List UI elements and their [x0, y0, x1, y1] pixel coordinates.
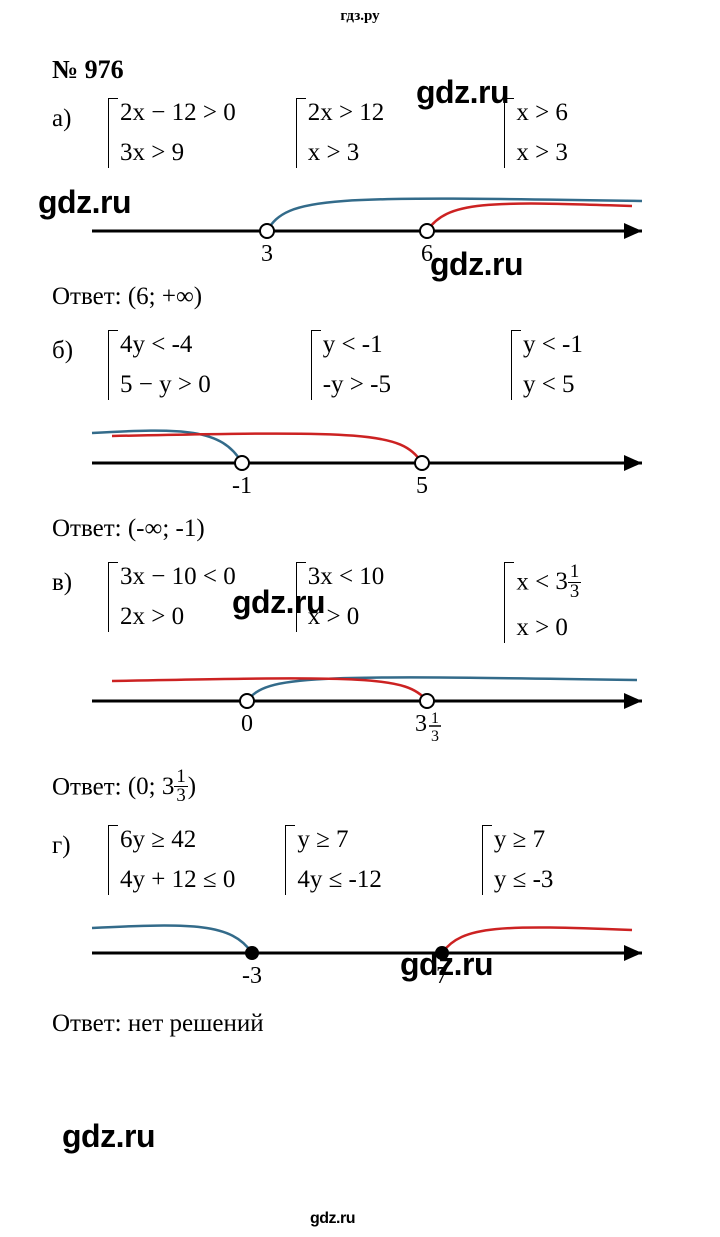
answer-value: (0; 313) — [128, 773, 196, 800]
eq: x > 3 — [308, 139, 385, 167]
watermark: gdz.ru — [62, 1118, 155, 1155]
system-c-2: 3x < 10 x > 0 — [296, 559, 385, 635]
part-letter: б) — [52, 327, 108, 365]
system-a-1: 2x − 12 > 0 3x > 9 — [108, 95, 236, 171]
eq: 4y < -4 — [120, 331, 211, 359]
eq: x < 313 — [516, 563, 581, 602]
system-d-2: y ≥ 7 4y ≤ -12 — [285, 822, 382, 898]
svg-text:7: 7 — [436, 963, 448, 989]
eq: 5 − y > 0 — [120, 371, 211, 399]
eq: 4y ≤ -12 — [297, 866, 382, 894]
eq: -y > -5 — [323, 371, 391, 399]
answer-value: (6; +∞) — [128, 283, 202, 310]
numberline-svg: 36 — [52, 171, 668, 271]
eq: x > 6 — [516, 99, 568, 127]
numberline-svg: 0 313 — [52, 646, 668, 756]
site-header: гдз.ру — [0, 0, 720, 25]
numberline-c: 0 313 — [52, 646, 668, 756]
eq: y < -1 — [323, 331, 391, 359]
part-b: б) 4y < -4 5 − y > 0 y < -1 -y > -5 y < … — [0, 327, 720, 543]
system-c-1: 3x − 10 < 0 2x > 0 — [108, 559, 236, 635]
answer-label: Ответ: — [52, 515, 128, 542]
svg-text:1: 1 — [431, 710, 439, 727]
svg-text:5: 5 — [416, 473, 428, 499]
part-letter: г) — [52, 822, 108, 860]
eq: 2x > 12 — [308, 99, 385, 127]
part-letter: а) — [52, 95, 108, 133]
svg-text:3: 3 — [415, 711, 427, 737]
system-d-1: 6y ≥ 42 4y + 12 ≤ 0 — [108, 822, 235, 898]
eq: x > 0 — [516, 614, 581, 642]
numberline-svg: -3 7 — [52, 898, 668, 998]
answer-value: нет решений — [128, 1010, 264, 1037]
eq: y ≥ 7 — [297, 826, 382, 854]
svg-text:-3: -3 — [242, 963, 262, 989]
svg-text:0: 0 — [241, 711, 253, 737]
numberline-a: 36 — [52, 171, 668, 271]
part-letter: в) — [52, 559, 108, 597]
svg-text:6: 6 — [421, 241, 433, 267]
eq: 4y + 12 ≤ 0 — [120, 866, 235, 894]
eq: y ≤ -3 — [494, 866, 554, 894]
part-d: г) 6y ≥ 42 4y + 12 ≤ 0 y ≥ 7 4y ≤ -12 y … — [0, 822, 720, 1038]
answer-label: Ответ: — [52, 283, 128, 310]
answer-value: (-∞; -1) — [128, 515, 205, 542]
eq: x > 0 — [308, 603, 385, 631]
system-a-2: 2x > 12 x > 3 — [296, 95, 385, 171]
answer-d: Ответ: нет решений — [52, 1010, 720, 1038]
answer-b: Ответ: (-∞; -1) — [52, 515, 720, 543]
svg-text:3: 3 — [431, 728, 439, 745]
eq: 3x − 10 < 0 — [120, 563, 236, 591]
eq: 3x < 10 — [308, 563, 385, 591]
eq: x > 3 — [516, 139, 568, 167]
system-b-2: y < -1 -y > -5 — [311, 327, 391, 403]
system-a-3: x > 6 x > 3 — [504, 95, 568, 171]
eq: 2x − 12 > 0 — [120, 99, 236, 127]
eq: 3x > 9 — [120, 139, 236, 167]
answer-label: Ответ: — [52, 1010, 128, 1037]
system-d-3: y ≥ 7 y ≤ -3 — [482, 822, 554, 898]
numberline-svg: -1 5 — [52, 403, 668, 503]
answer-label: Ответ: — [52, 773, 128, 800]
svg-text:3: 3 — [261, 241, 273, 267]
eq: y < -1 — [523, 331, 583, 359]
part-a: а) 2x − 12 > 0 3x > 9 2x > 12 x > 3 x > … — [0, 95, 720, 311]
eq: y ≥ 7 — [494, 826, 554, 854]
problem-number: № 976 — [52, 55, 720, 85]
part-c: в) 3x − 10 < 0 2x > 0 3x < 10 x > 0 x < … — [0, 559, 720, 806]
system-c-3: x < 313 x > 0 — [504, 559, 581, 646]
eq: y < 5 — [523, 371, 583, 399]
answer-a: Ответ: (6; +∞) — [52, 283, 720, 311]
watermark-footer: gdz.ru — [310, 1210, 355, 1228]
answer-c: Ответ: (0; 313) — [52, 768, 720, 807]
system-b-1: 4y < -4 5 − y > 0 — [108, 327, 211, 403]
eq: 2x > 0 — [120, 603, 236, 631]
numberline-b: -1 5 — [52, 403, 668, 503]
svg-text:-1: -1 — [232, 473, 252, 499]
system-b-3: y < -1 y < 5 — [511, 327, 583, 403]
numberline-d: -3 7 — [52, 898, 668, 998]
eq: 6y ≥ 42 — [120, 826, 235, 854]
